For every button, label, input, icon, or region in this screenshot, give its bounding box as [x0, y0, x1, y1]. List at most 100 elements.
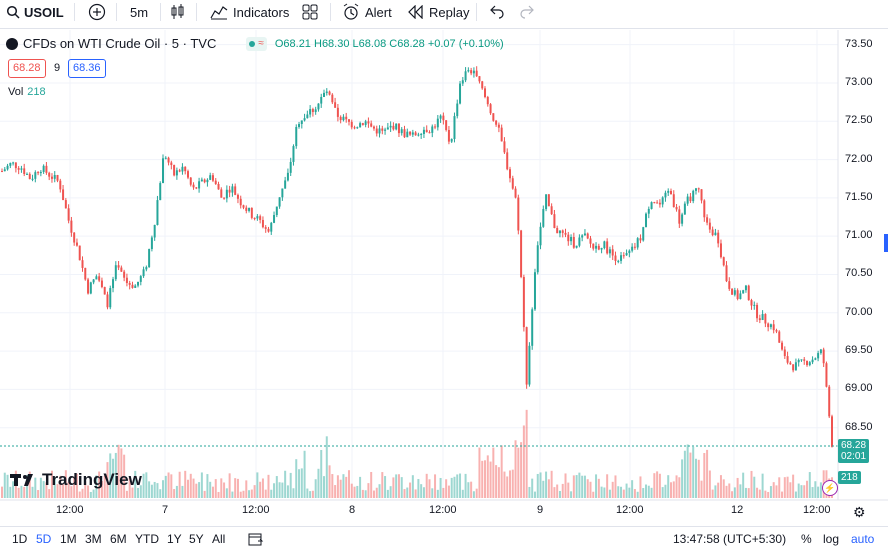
volume-bar: [98, 471, 101, 498]
volume-bar: [264, 489, 267, 498]
candle-body: [3, 169, 6, 172]
range-5y-button[interactable]: 5Y: [189, 532, 204, 546]
range-ytd-button[interactable]: YTD: [135, 532, 159, 546]
volume-bar: [558, 490, 561, 498]
volume-bar: [270, 489, 273, 498]
range-all-button[interactable]: All: [212, 532, 226, 546]
volume-bar: [245, 480, 248, 498]
volume-bar: [781, 491, 784, 498]
candle-body: [658, 202, 661, 205]
volume-bar: [600, 486, 603, 498]
candle-body: [20, 168, 23, 170]
candle-body: [17, 168, 20, 170]
candle-body: [56, 175, 59, 181]
range-1d-button[interactable]: 1D: [12, 532, 28, 546]
volume-bar: [528, 486, 531, 498]
candle-body: [722, 257, 725, 266]
candle-body: [683, 203, 686, 215]
volume-bar: [520, 442, 523, 498]
vol-label: Vol: [8, 86, 24, 98]
alert-button[interactable]: Alert: [342, 0, 392, 24]
volume-bar: [178, 471, 181, 498]
volume-bar: [406, 487, 409, 498]
candle-body: [167, 157, 170, 163]
candle-body: [733, 290, 736, 295]
candle-body: [631, 246, 634, 251]
candle-body: [742, 290, 745, 294]
candle-body: [697, 188, 700, 190]
candle-body: [703, 200, 706, 218]
layout-button[interactable]: [302, 0, 318, 24]
candle-body: [431, 126, 434, 133]
market-status-badge[interactable]: ≈: [246, 36, 267, 51]
volume-bar: [658, 473, 661, 498]
right-panel-handle[interactable]: [884, 234, 888, 252]
volume-bar: [628, 487, 631, 498]
candle-body: [506, 152, 509, 170]
price-tick: 72.00: [845, 152, 873, 165]
volume-bar: [550, 470, 553, 498]
volume-bar: [153, 481, 156, 498]
volume-bar: [703, 453, 706, 498]
price-chart[interactable]: [0, 30, 888, 526]
undo-button[interactable]: [488, 0, 504, 24]
indicators-button[interactable]: Indicators: [210, 0, 289, 24]
candle-body: [375, 128, 378, 134]
volume-bar: [192, 478, 195, 498]
bid-price[interactable]: 68.28: [8, 59, 46, 78]
candle-body: [209, 175, 212, 180]
chart-type-button[interactable]: [170, 0, 186, 24]
volume-bar: [228, 473, 231, 498]
indicators-icon: [210, 6, 228, 20]
symbol-search[interactable]: USOIL: [6, 0, 64, 24]
volume-bar: [431, 488, 434, 498]
volume-bar: [622, 489, 625, 498]
date-range-button[interactable]: [248, 532, 264, 549]
replay-button[interactable]: Replay: [408, 0, 469, 24]
range-1m-button[interactable]: 1M: [60, 532, 77, 546]
volume-bar: [231, 491, 234, 498]
lightning-icon[interactable]: ⚡: [822, 480, 838, 496]
range-3m-button[interactable]: 3M: [85, 532, 102, 546]
compare-button[interactable]: [88, 0, 106, 24]
volume-bar: [706, 449, 709, 498]
volume-bar: [447, 485, 450, 498]
tradingview-logo[interactable]: TradingView: [10, 470, 142, 490]
range-6m-button[interactable]: 6M: [110, 532, 127, 546]
candle-body: [192, 184, 195, 188]
volume-bar: [145, 472, 148, 498]
range-5d-button[interactable]: 5D: [36, 532, 52, 546]
redo-button[interactable]: [520, 0, 536, 24]
candle-body: [231, 186, 234, 193]
clock[interactable]: 13:47:58 (UTC+5:30): [673, 532, 787, 546]
log-toggle[interactable]: log: [823, 532, 840, 546]
candle-body: [386, 127, 389, 130]
volume-bar: [306, 488, 309, 498]
candle-body: [611, 249, 614, 256]
volume-bar: [581, 475, 584, 498]
volume-bar: [525, 409, 528, 498]
candle-body: [400, 129, 403, 134]
candle-body: [320, 96, 323, 104]
volume-bar: [120, 448, 123, 498]
candlesticks: [1, 66, 833, 448]
candle-body: [767, 323, 770, 328]
candle-body: [481, 81, 484, 89]
settings-icon[interactable]: ⚙: [853, 504, 866, 520]
candle-body: [242, 205, 245, 208]
auto-toggle[interactable]: auto: [851, 532, 875, 546]
volume-bar: [633, 489, 636, 498]
candle-body: [275, 206, 278, 216]
interval-button[interactable]: 5m: [130, 4, 149, 20]
percent-toggle[interactable]: %: [801, 532, 812, 546]
price-tick: 70.50: [845, 267, 873, 280]
candle-body: [370, 123, 373, 127]
volume-bar: [42, 481, 45, 498]
ask-price[interactable]: 68.36: [68, 59, 106, 78]
candle-body: [528, 345, 531, 385]
candle-body: [744, 285, 747, 291]
candle-body: [347, 119, 350, 122]
candle-body: [248, 207, 251, 211]
candle-body: [747, 285, 750, 301]
range-1y-button[interactable]: 1Y: [167, 532, 182, 546]
